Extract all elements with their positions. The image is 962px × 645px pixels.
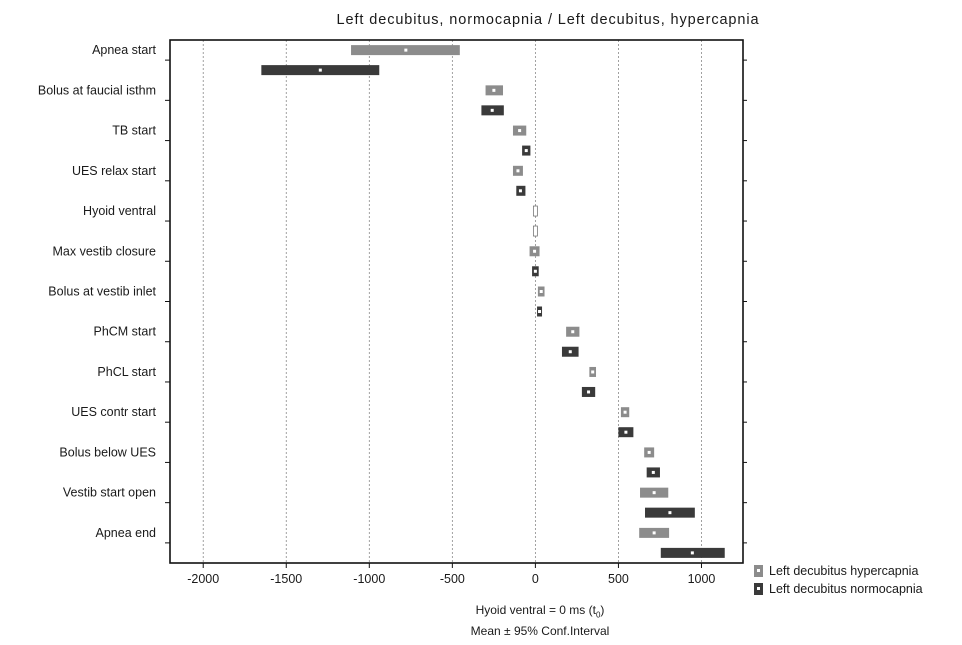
interval-bar (532, 205, 538, 217)
category-label: TB start (112, 124, 156, 138)
category-label: Bolus at faucial isthm (38, 83, 156, 97)
category-label: UES relax start (72, 164, 157, 178)
category-label: Bolus at vestib inlet (48, 285, 156, 299)
mean-marker (518, 189, 522, 193)
x-axis-title-close: ) (600, 603, 605, 617)
x-tick-label: 500 (608, 572, 629, 586)
mean-marker (624, 430, 628, 434)
category-label: Bolus below UES (59, 445, 156, 459)
x-axis-ticks: -2000 -1500 -1000 -500 0 500 1000 (187, 563, 715, 586)
mean-marker (651, 470, 655, 474)
mean-marker (571, 330, 575, 334)
x-axis-title: Hyoid ventral = 0 ms (t0) (340, 602, 740, 623)
legend-item-hypercapnia: Left decubitus hypercapnia (754, 562, 923, 580)
legend-swatch-normocapnia (754, 583, 763, 595)
plot-frame (169, 39, 744, 564)
legend: Left decubitus hypercapnia Left decubitu… (754, 562, 923, 598)
mean-marker (516, 169, 520, 173)
legend-label-hypercapnia: Left decubitus hypercapnia (769, 564, 919, 578)
mean-marker (591, 370, 595, 374)
mean-marker (318, 68, 322, 72)
category-label: UES contr start (71, 405, 156, 419)
legend-label-normocapnia: Left decubitus normocapnia (769, 582, 923, 596)
mean-marker (524, 149, 528, 153)
category-label: Vestib start open (63, 486, 156, 500)
mean-marker (652, 491, 656, 495)
interval-bars (261, 45, 725, 558)
mean-marker (690, 551, 694, 555)
mean-marker (404, 48, 408, 52)
category-labels: Apnea start Bolus at faucial isthm TB star… (38, 43, 747, 544)
x-tick-label: 1000 (688, 572, 716, 586)
x-tick-label: -1500 (270, 572, 302, 586)
category-label: PhCL start (97, 365, 156, 379)
x-axis-title-subscript: 0 (595, 610, 601, 620)
x-tick-label: -1000 (353, 572, 385, 586)
x-axis-title-text: Hyoid ventral = 0 ms (t (475, 603, 596, 617)
chart-title: Left decubitus, normocapnia / Left decub… (337, 12, 760, 28)
x-tick-label: 0 (532, 572, 539, 586)
mean-marker (533, 249, 537, 253)
mean-marker (538, 310, 542, 313)
category-label: Hyoid ventral (83, 204, 156, 218)
mean-marker (647, 450, 651, 454)
mean-marker (518, 129, 522, 133)
mean-marker (568, 350, 572, 354)
x-axis-subtitle: Mean ± 95% Conf.Interval (470, 624, 610, 639)
x-tick-label: -2000 (187, 572, 219, 586)
mean-marker (490, 108, 494, 112)
grid-lines (202, 40, 702, 563)
legend-swatch-hypercapnia (754, 565, 763, 577)
x-axis-label: Hyoid ventral = 0 ms (t0) Mean ± 95% Con… (340, 602, 740, 640)
category-label: Apnea end (96, 526, 157, 540)
mean-marker (652, 531, 656, 535)
mean-marker (533, 269, 537, 273)
category-label: Max vestib closure (52, 244, 156, 258)
category-label: Apnea start (92, 43, 156, 57)
category-label: PhCM start (93, 325, 156, 339)
interval-bar (532, 225, 538, 237)
mean-marker (668, 511, 672, 515)
mean-marker (587, 390, 591, 394)
mean-marker (539, 290, 543, 293)
mean-marker (623, 410, 627, 414)
x-tick-label: -500 (440, 572, 465, 586)
legend-item-normocapnia: Left decubitus normocapnia (754, 580, 923, 598)
mean-marker (492, 88, 496, 92)
